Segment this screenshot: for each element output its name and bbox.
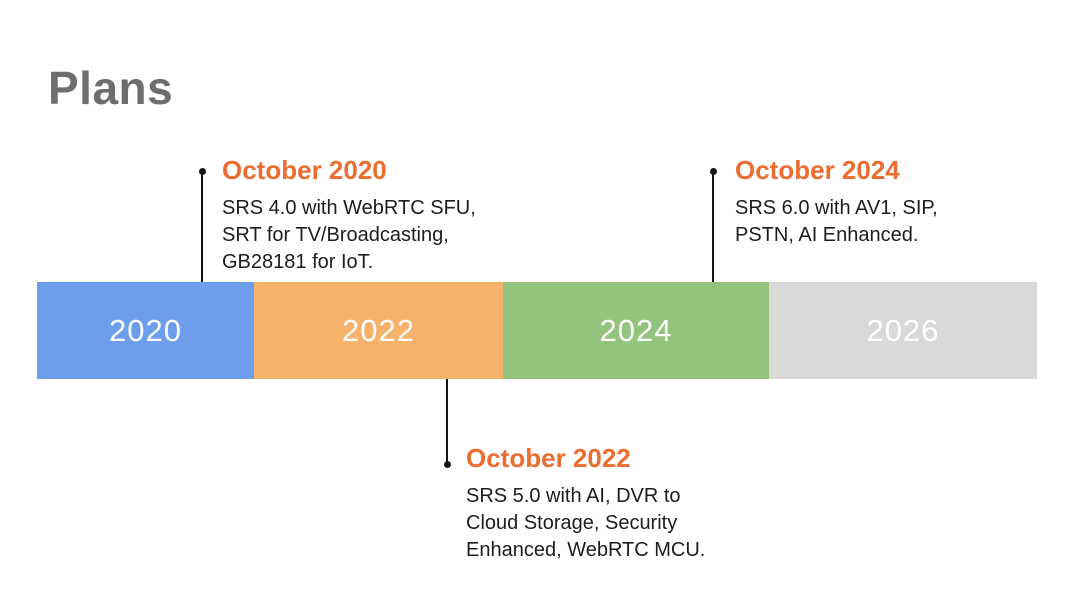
connector-dot-icon [198,168,206,175]
milestone-description-line: PSTN, AI Enhanced. [735,224,919,247]
connector-line-2024 [709,168,717,282]
segment-year-label: 2020 [109,312,182,348]
segment-year-label: 2024 [599,312,673,348]
segment-year-label: 2026 [866,312,940,348]
connector-dot-icon [709,168,717,175]
milestone-description-line: Enhanced, WebRTC MCU. [466,539,706,562]
milestone-title: October 2022 [466,443,631,473]
milestone-description: SRS 5.0 with AI, DVR to Cloud Storage, S… [466,483,766,564]
page-title: Plans [48,62,174,114]
milestone-description-line: SRT for TV/Broadcasting, [222,224,449,247]
milestone-description-line: SRS 5.0 with AI, DVR to [466,485,681,508]
connector-dot-icon [443,461,451,468]
milestone-description-line: SRS 4.0 with WebRTC SFU, [222,197,476,220]
connector-line-2022 [443,379,451,468]
segment-year-label: 2022 [342,312,415,348]
milestone-description: SRS 4.0 with WebRTC SFU, SRT for TV/Broa… [222,195,522,276]
milestone-description-line: Cloud Storage, Security [466,512,678,535]
connector-line-2020 [198,168,206,282]
milestone-description: SRS 6.0 with AV1, SIP, PSTN, AI Enhanced… [735,195,1035,249]
milestone-october-2020: October 2020 SRS 4.0 with WebRTC SFU, SR… [222,155,522,276]
timeline-segment-2022: 2022 [254,282,503,379]
milestone-title: October 2024 [735,155,900,185]
timeline-segment-2024: 2024 [503,282,769,379]
timeline-segment-2026: 2026 [769,282,1037,379]
milestone-october-2022: October 2022 SRS 5.0 with AI, DVR to Clo… [466,443,766,564]
milestone-october-2024: October 2024 SRS 6.0 with AV1, SIP, PSTN… [735,155,1035,249]
milestone-description-line: GB28181 for IoT. [222,251,374,274]
milestone-title: October 2020 [222,155,387,185]
milestone-description-line: SRS 6.0 with AV1, SIP, [735,197,938,220]
timeline-bar: 2020 2022 2024 2026 [37,282,1037,379]
timeline-segment-2020: 2020 [37,282,254,379]
